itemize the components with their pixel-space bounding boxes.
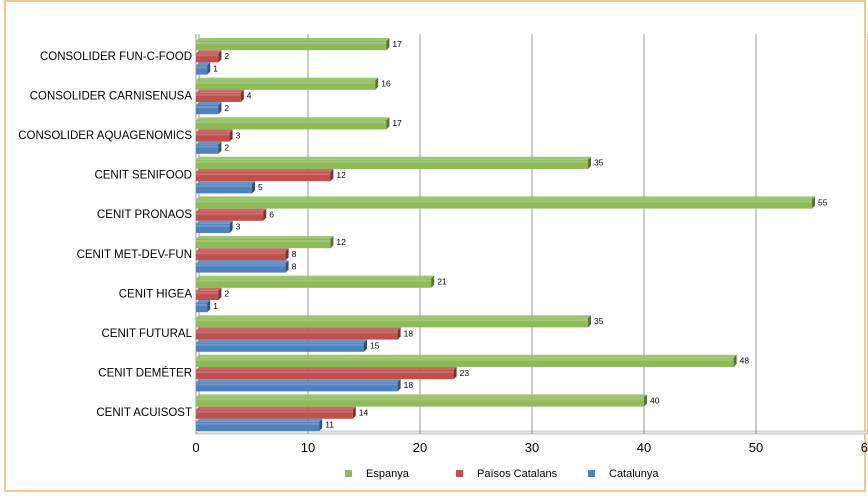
data-label: 12 xyxy=(336,170,346,180)
category-label: CENIT ACUISOST xyxy=(96,407,192,419)
bar: 1 xyxy=(196,62,218,75)
bar: 12 xyxy=(196,236,346,249)
data-label: 48 xyxy=(740,356,750,366)
chart-frame: 17 2 1 16 4 2 17 3 2 35 12 5 55 6 3 12 8 8 21 2 1 35 18 15 48 23 1… xyxy=(4,0,868,492)
data-label: 21 xyxy=(437,276,447,286)
legend-swatch xyxy=(345,470,352,477)
category-label: CONSOLIDER AQUAGENOMICS xyxy=(18,130,192,142)
bar-chart: 1721164217323512555631288212135181548231… xyxy=(18,34,868,480)
x-tick-label: 50 xyxy=(749,440,763,455)
bar: 40 xyxy=(196,394,660,407)
bar: 23 xyxy=(196,367,470,380)
bar: 21 xyxy=(196,275,447,288)
category-label: CENIT MET-DEV-FUN xyxy=(77,249,192,261)
legend-label: Països Catalans xyxy=(477,468,558,480)
bar: 6 xyxy=(196,208,274,221)
data-label: 6 xyxy=(269,209,274,219)
legend-swatch xyxy=(588,470,595,477)
x-tick-label: 0 xyxy=(192,440,199,455)
category-label: CENIT SENIFOOD xyxy=(94,170,192,182)
category-label: CONSOLIDER FUN-C-FOOD xyxy=(40,51,192,63)
data-label: 2 xyxy=(224,142,229,152)
bar: 8 xyxy=(196,260,297,273)
bar: 11 xyxy=(196,418,334,431)
legend-item: Catalunya xyxy=(588,468,659,480)
data-label: 1 xyxy=(213,63,218,73)
bar: 3 xyxy=(196,129,241,142)
bar: 16 xyxy=(196,77,391,90)
bar: 3 xyxy=(196,220,241,233)
x-tick-label: 10 xyxy=(301,440,315,455)
bar: 18 xyxy=(196,379,414,392)
data-label: 18 xyxy=(404,328,414,338)
bar: 12 xyxy=(196,169,346,182)
x-tick-label: 20 xyxy=(413,440,427,455)
data-label: 40 xyxy=(650,395,660,405)
data-label: 8 xyxy=(292,249,297,259)
bar: 14 xyxy=(196,406,369,419)
bar: 17 xyxy=(196,38,402,51)
bar: 2 xyxy=(196,50,229,63)
data-label: 11 xyxy=(325,420,334,430)
bar: 48 xyxy=(196,354,750,367)
category-label: CONSOLIDER CARNISENUSA xyxy=(30,90,193,102)
data-label: 16 xyxy=(381,78,391,88)
data-label: 3 xyxy=(236,222,241,232)
data-label: 35 xyxy=(594,158,604,168)
legend-item: Països Catalans xyxy=(456,468,558,480)
bar: 8 xyxy=(196,248,297,261)
data-label: 2 xyxy=(224,51,229,61)
bar: 2 xyxy=(196,287,229,300)
data-label: 8 xyxy=(292,261,297,271)
bar: 2 xyxy=(196,102,229,115)
legend-label: Espanya xyxy=(366,468,410,480)
data-label: 18 xyxy=(404,380,414,390)
data-label: 14 xyxy=(359,407,369,417)
bars: 1721164217323512555631288212135181548231… xyxy=(196,38,828,431)
bar: 17 xyxy=(196,117,402,130)
bar: 15 xyxy=(196,339,380,352)
legend-swatch xyxy=(456,470,463,477)
data-label: 55 xyxy=(818,197,828,207)
data-label: 1 xyxy=(213,301,218,311)
x-tick-label: 30 xyxy=(525,440,539,455)
category-label: CENIT FUTURAL xyxy=(101,328,192,340)
data-label: 4 xyxy=(247,91,252,101)
data-label: 2 xyxy=(224,289,229,299)
bar: 2 xyxy=(196,141,229,154)
bar: 1 xyxy=(196,300,218,313)
data-label: 23 xyxy=(460,368,470,378)
bar: 5 xyxy=(196,181,263,194)
x-tick-label: 40 xyxy=(637,440,651,455)
x-tick-label: 60 xyxy=(861,440,868,455)
bar: 55 xyxy=(196,196,828,209)
legend-item: Espanya xyxy=(345,468,410,480)
bar: 35 xyxy=(196,315,604,328)
data-label: 2 xyxy=(224,103,229,113)
data-label: 17 xyxy=(392,118,402,128)
category-labels: CONSOLIDER FUN-C-FOOD CONSOLIDER CARNISEN… xyxy=(18,51,192,419)
bar: 35 xyxy=(196,156,604,169)
legend-label: Catalunya xyxy=(609,468,659,480)
data-label: 3 xyxy=(236,130,241,140)
data-label: 35 xyxy=(594,316,604,326)
bar: 18 xyxy=(196,327,414,340)
legend: Espanya Països Catalans Catalunya xyxy=(345,468,659,480)
x-tick-labels: 0 10 20 30 40 50 60 xyxy=(192,440,868,455)
category-label: CENIT DEMÉTER xyxy=(98,367,192,380)
bar: 4 xyxy=(196,89,252,102)
data-label: 15 xyxy=(370,340,380,350)
data-label: 5 xyxy=(258,182,263,192)
data-label: 12 xyxy=(336,237,346,247)
category-label: CENIT PRONAOS xyxy=(97,209,192,221)
data-label: 17 xyxy=(392,39,402,49)
category-label: CENIT HIGEA xyxy=(119,288,193,300)
